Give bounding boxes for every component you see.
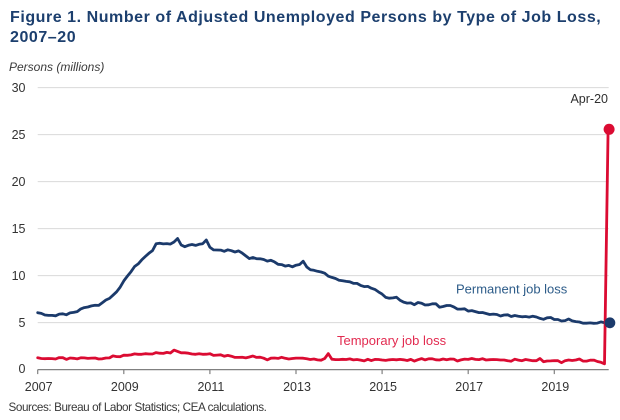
svg-text:2017: 2017 — [455, 380, 483, 394]
svg-text:2015: 2015 — [369, 380, 397, 394]
svg-text:25: 25 — [12, 128, 26, 142]
svg-text:2019: 2019 — [541, 380, 569, 394]
svg-text:Temporary job loss: Temporary job loss — [337, 333, 447, 348]
svg-text:2011: 2011 — [197, 380, 224, 394]
svg-text:15: 15 — [12, 222, 26, 236]
svg-text:Apr-20: Apr-20 — [570, 92, 608, 106]
svg-text:Permanent job loss: Permanent job loss — [456, 282, 568, 297]
svg-text:5: 5 — [19, 316, 26, 330]
svg-text:20: 20 — [12, 175, 26, 189]
svg-text:30: 30 — [12, 81, 26, 95]
svg-text:2009: 2009 — [111, 380, 139, 394]
svg-text:0: 0 — [19, 362, 26, 376]
svg-text:2013: 2013 — [283, 380, 311, 394]
svg-text:2007: 2007 — [25, 380, 53, 394]
svg-text:10: 10 — [12, 269, 26, 283]
